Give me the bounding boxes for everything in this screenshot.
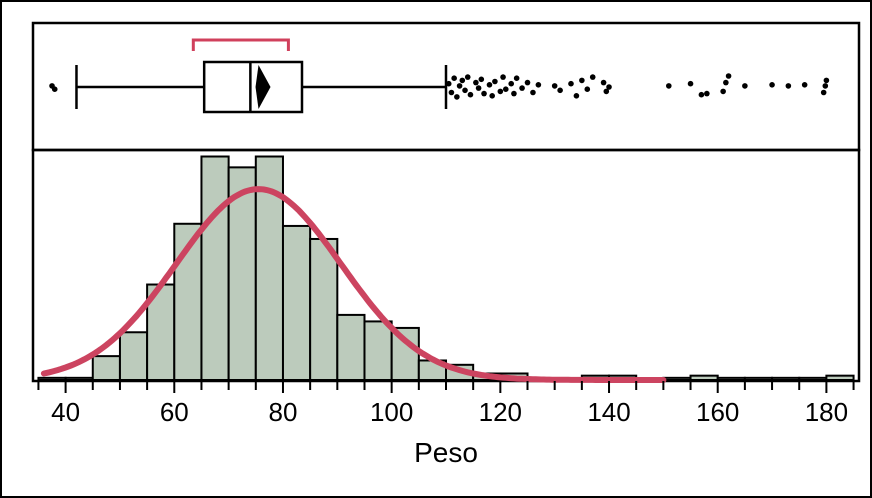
x-tick-label: 120 bbox=[479, 397, 522, 427]
outlier-point bbox=[820, 89, 827, 96]
outlier-point bbox=[524, 79, 531, 86]
histogram-bar bbox=[825, 374, 855, 381]
outlier-point bbox=[475, 85, 482, 91]
outlier-point bbox=[462, 87, 468, 94]
histogram-bar bbox=[336, 313, 366, 382]
outlier-point bbox=[478, 76, 485, 83]
x-tick-label: 40 bbox=[51, 397, 80, 427]
x-tick-label: 80 bbox=[269, 397, 298, 427]
histogram-bar bbox=[91, 355, 121, 382]
x-tick-label: 180 bbox=[805, 397, 848, 427]
x-tick-label: 60 bbox=[160, 397, 189, 427]
outlier-point bbox=[481, 90, 487, 97]
outlier-point bbox=[801, 82, 808, 88]
outlier-point bbox=[535, 82, 542, 88]
outlier-point bbox=[459, 77, 466, 84]
outlier-point bbox=[666, 83, 672, 89]
outlier-point bbox=[467, 91, 474, 98]
outlier-point bbox=[445, 80, 452, 87]
outlier-point bbox=[502, 86, 509, 92]
histogram-bar bbox=[309, 237, 339, 381]
outlier-point bbox=[606, 84, 612, 90]
histogram-panel bbox=[31, 148, 861, 383]
outlier-point bbox=[551, 83, 558, 89]
outlier-point bbox=[489, 93, 495, 99]
outlier-point bbox=[687, 80, 694, 87]
histogram-bar bbox=[716, 376, 746, 382]
histogram-bar bbox=[64, 376, 94, 382]
outlier-point bbox=[603, 88, 610, 95]
outlier-point bbox=[513, 75, 520, 81]
outlier-point bbox=[500, 74, 506, 80]
histogram-bar bbox=[281, 224, 312, 381]
outlier-point bbox=[557, 87, 563, 94]
histogram-bar bbox=[743, 376, 774, 382]
x-tick-label: 160 bbox=[696, 397, 739, 427]
x-tick-label: 100 bbox=[370, 397, 413, 427]
outlier-point bbox=[473, 79, 479, 86]
outlier-point bbox=[454, 94, 460, 100]
outlier-point bbox=[723, 79, 729, 86]
outlier-point bbox=[589, 74, 596, 80]
outlier-point bbox=[600, 79, 607, 86]
outlier-point bbox=[769, 82, 775, 88]
outlier-point bbox=[725, 73, 732, 79]
outlier-point bbox=[486, 82, 493, 88]
outlier-point bbox=[456, 83, 463, 89]
outlier-point bbox=[584, 86, 591, 92]
x-axis-label: Peso bbox=[414, 437, 478, 468]
x-axis: 40 60 80 100 120 140 160 180 bbox=[37, 381, 855, 427]
outlier-point bbox=[497, 88, 504, 95]
outlier-point bbox=[508, 80, 515, 87]
outlier-point bbox=[742, 83, 748, 89]
outlier-point bbox=[448, 89, 455, 96]
outlier-point bbox=[511, 90, 517, 97]
outlier-point bbox=[720, 88, 726, 95]
outlier-point bbox=[530, 89, 536, 96]
shortest-half-bracket bbox=[191, 38, 290, 51]
interquartile-box bbox=[202, 60, 304, 114]
histogram-bar bbox=[662, 376, 692, 382]
outlier-point bbox=[573, 93, 580, 99]
outlier-point bbox=[492, 78, 498, 85]
histogram-bar bbox=[798, 376, 828, 382]
mean-diamond bbox=[255, 65, 271, 109]
histogram-bar bbox=[200, 155, 230, 381]
histogram-bar bbox=[689, 374, 719, 381]
outlier-point bbox=[464, 74, 471, 80]
histogram-bar bbox=[37, 376, 67, 382]
histogram-bar bbox=[227, 166, 257, 381]
outlier-point bbox=[823, 77, 830, 84]
outlier-point bbox=[785, 83, 792, 89]
outlier-point bbox=[698, 91, 705, 98]
outlier-point bbox=[822, 83, 829, 89]
x-tick-label: 140 bbox=[587, 397, 630, 427]
outlier-point bbox=[704, 90, 710, 97]
outlier-point bbox=[451, 75, 457, 81]
histogram-bar bbox=[771, 376, 801, 382]
outlier-point bbox=[568, 80, 574, 87]
outlier-point bbox=[51, 86, 58, 92]
histogram-bar bbox=[118, 331, 149, 382]
histogram-bar bbox=[363, 320, 393, 382]
boxplot-panel bbox=[31, 21, 861, 152]
outlier-point bbox=[579, 77, 585, 84]
normal-density-curve bbox=[40, 186, 667, 383]
outlier-point bbox=[519, 85, 525, 91]
